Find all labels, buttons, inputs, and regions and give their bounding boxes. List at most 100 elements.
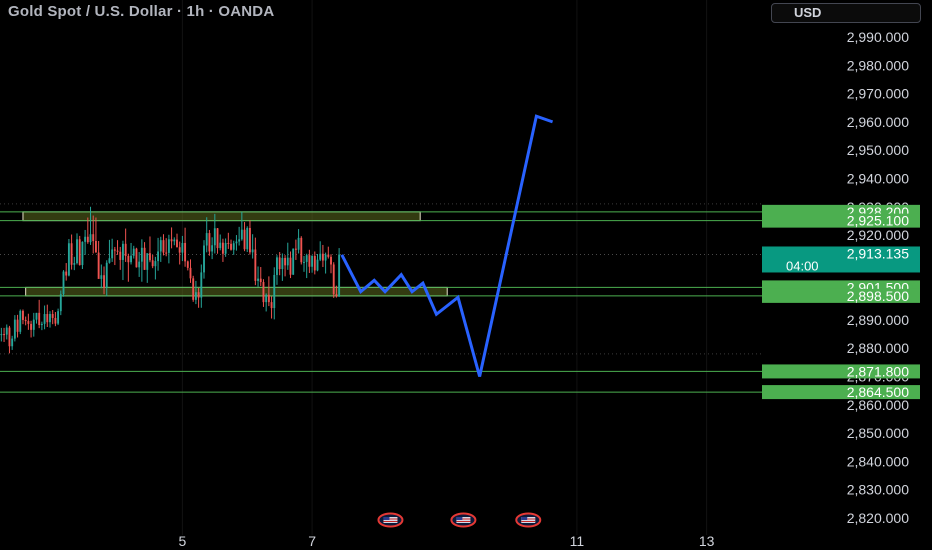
candle-body — [89, 234, 92, 243]
candle-body — [162, 240, 165, 253]
y-tick-label: 2,830.000 — [847, 482, 909, 498]
candle-body — [119, 251, 122, 260]
candle-body — [124, 243, 127, 256]
candle-body — [135, 248, 138, 268]
candle-body — [38, 312, 41, 326]
candle-body — [300, 237, 303, 263]
candle-body — [227, 242, 230, 244]
candle-body — [181, 242, 184, 253]
horizontal-levels[interactable] — [0, 211, 762, 393]
candle-body — [308, 255, 311, 267]
current-price-label: 2,913.135 — [847, 245, 909, 261]
candle-body — [216, 228, 219, 249]
candle-body — [254, 249, 257, 281]
candle-body — [257, 278, 259, 281]
currency-button[interactable]: USD — [771, 3, 921, 23]
us-flag-icon[interactable] — [377, 512, 404, 528]
level-tag: 2,871.800 — [762, 363, 920, 379]
candle-body — [311, 255, 314, 267]
candle-body — [203, 245, 205, 273]
us-flag-icon[interactable] — [515, 512, 542, 528]
candle-body — [292, 248, 295, 275]
candle-body — [49, 313, 51, 323]
candle-body — [151, 260, 154, 267]
candle-body — [167, 239, 170, 253]
x-tick-label: 7 — [308, 533, 316, 549]
y-tick-label: 2,840.000 — [847, 453, 909, 469]
candle-body — [170, 239, 173, 242]
projection-path[interactable] — [340, 114, 554, 377]
candle-body — [332, 264, 335, 295]
candle-body — [35, 312, 38, 320]
candle-body — [57, 311, 60, 324]
y-tick-label: 2,820.000 — [847, 510, 909, 526]
candle-body — [140, 247, 143, 262]
candle-body — [184, 242, 187, 262]
candle-body — [197, 292, 200, 298]
candle-body — [305, 255, 308, 262]
candle-body — [313, 255, 316, 271]
candle-body — [65, 271, 68, 276]
candle-body — [246, 227, 249, 250]
candle-body — [235, 241, 238, 244]
countdown-label: 04:00 — [786, 258, 819, 273]
y-tick-label: 2,880.000 — [847, 340, 909, 356]
y-tick-label: 2,920.000 — [847, 227, 909, 243]
candle-body — [176, 239, 178, 248]
candle-body — [138, 261, 141, 268]
candle-body — [281, 257, 284, 270]
y-tick-label: 2,970.000 — [847, 86, 909, 102]
x-tick-label: 13 — [699, 533, 715, 549]
zone-resistance — [22, 211, 421, 222]
chart-title: Gold Spot / U.S. Dollar · 1h · OANDA — [8, 3, 275, 20]
us-flag-icon[interactable] — [450, 512, 477, 528]
projection-line[interactable] — [340, 114, 554, 377]
candle-body — [284, 257, 287, 266]
candle-body — [319, 253, 322, 260]
candle-body — [276, 257, 278, 275]
candle-body — [67, 243, 70, 276]
y-tick-label: 2,960.000 — [847, 114, 909, 130]
candle-body — [16, 319, 19, 332]
candle-body — [24, 319, 27, 322]
level-tag-bg — [762, 213, 920, 228]
candle-body — [316, 259, 319, 271]
candle-body — [130, 255, 132, 263]
candle-body — [265, 294, 268, 303]
candle-body — [194, 292, 197, 300]
level-tag-label: 2,925.100 — [847, 213, 909, 229]
candle-body — [273, 274, 276, 309]
candle-body — [111, 249, 114, 259]
flag-canton — [456, 517, 463, 520]
candle-body — [78, 239, 81, 266]
candle-body — [30, 323, 33, 330]
candle-body — [221, 242, 224, 254]
current-price-bg — [762, 246, 920, 273]
candle-body — [51, 313, 54, 318]
candle-body — [230, 243, 232, 250]
candle-body — [62, 271, 65, 295]
candle-body — [178, 247, 181, 253]
candle-body — [27, 321, 30, 324]
candle-body — [100, 275, 103, 279]
y-tick-label: 2,940.000 — [847, 170, 909, 186]
candle-body — [43, 313, 46, 324]
candle-body — [192, 278, 195, 300]
candle-body — [108, 258, 111, 263]
candle-body — [46, 313, 49, 323]
candle-body — [251, 249, 254, 253]
candle-body — [200, 272, 203, 298]
candle-body — [143, 247, 146, 270]
candle-body — [70, 243, 73, 265]
level-tag: 2,864.500 — [762, 384, 920, 400]
event-flags[interactable] — [377, 512, 542, 528]
level-tag: 2,925.100 — [762, 213, 920, 229]
candle-body — [211, 245, 214, 252]
time-axis[interactable]: 5 7 11 13 — [178, 533, 714, 549]
candle-body — [289, 257, 292, 275]
candle-body — [22, 310, 24, 320]
candle-body — [238, 239, 241, 242]
candle-body — [113, 249, 116, 251]
